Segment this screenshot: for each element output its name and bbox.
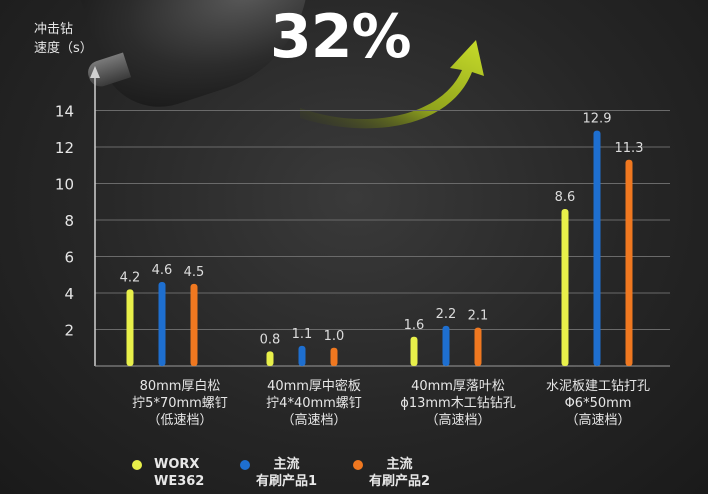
bar xyxy=(190,283,198,366)
headline-percent: 32% xyxy=(270,2,412,72)
legend-label-worx-1: WORX xyxy=(154,457,200,472)
legend-dot-worx xyxy=(132,460,142,470)
y-axis-arrow xyxy=(90,66,100,78)
bar-value-label: 0.8 xyxy=(260,332,281,347)
category-label-4: 水泥板建工钻打孔 Φ6*50mm （高速档） xyxy=(523,378,673,429)
bar-value-label: 1.6 xyxy=(404,318,425,333)
legend-label-worx-2: WE362 xyxy=(154,474,205,489)
bar xyxy=(126,289,134,366)
y-tick-label: 8 xyxy=(64,212,74,230)
y-tick-label: 2 xyxy=(64,322,74,340)
y-axis-label-line-1: 冲击钻 xyxy=(34,22,74,37)
legend-label-product-2-1: 主流 xyxy=(386,457,413,472)
legend-dot-product-2 xyxy=(353,460,363,470)
bar-value-label: 1.0 xyxy=(324,329,345,344)
y-tick-label: 4 xyxy=(64,285,74,303)
legend-label-product-2-2: 有刷产品2 xyxy=(369,474,431,489)
legend-label-product-1-1: 主流 xyxy=(273,457,300,472)
bar-value-label: 4.5 xyxy=(184,265,205,280)
bar xyxy=(330,347,338,366)
category-label-2: 40mm厚中密板 拧4*40mm螺钉 （高速档） xyxy=(239,378,389,429)
category-label-3: 40mm厚落叶松 ɸ13mm木工钻钻孔 （高速档） xyxy=(383,378,533,429)
bar-value-label: 12.9 xyxy=(583,112,612,127)
bar xyxy=(298,345,306,366)
bar xyxy=(474,327,482,366)
axes xyxy=(90,66,670,367)
category-3-line-3: （高速档） xyxy=(425,413,491,428)
bar xyxy=(561,209,569,366)
bar xyxy=(410,336,418,366)
y-axis-label: 冲击钻 速度（s） xyxy=(34,20,93,58)
y-tick-label: 10 xyxy=(55,176,74,194)
bar-value-label: 2.2 xyxy=(436,307,457,322)
bars: 4.2 0.8 1.6 8.6 4.6 1.1 2.2 12.9 4.5 1.0 2.1 11.3 xyxy=(120,112,644,366)
bar-value-label: 11.3 xyxy=(615,141,644,156)
category-4-line-1: 水泥板建工钻打孔 xyxy=(545,379,650,394)
y-tick-label: 14 xyxy=(55,103,74,121)
bar-value-label: 1.1 xyxy=(292,327,313,342)
y-tick-label: 6 xyxy=(64,249,74,267)
legend-item-product-2: 主流 有刷产品2 xyxy=(353,456,430,490)
category-3-line-1: 40mm厚落叶松 xyxy=(411,379,505,394)
bar-value-label: 4.6 xyxy=(152,263,173,278)
bar xyxy=(442,325,450,366)
category-4-line-2: Φ6*50mm xyxy=(564,396,632,411)
legend-dot-product-1 xyxy=(240,460,250,470)
legend-item-worx: WORX WE362 xyxy=(132,456,204,490)
category-4-line-3: （高速档） xyxy=(565,413,631,428)
category-3-line-2: ɸ13mm木工钻钻孔 xyxy=(400,396,516,411)
category-label-1: 80mm厚白松 拧5*70mm螺钉 （低速档） xyxy=(105,378,255,429)
legend-item-product-1: 主流 有刷产品1 xyxy=(240,456,317,490)
bar-value-label: 2.1 xyxy=(468,309,489,324)
bar xyxy=(158,282,166,366)
category-1-line-3: （低速档） xyxy=(147,413,213,428)
y-tick-label: 12 xyxy=(55,139,74,157)
category-1-line-2: 拧5*70mm螺钉 xyxy=(132,396,228,411)
bar-value-label: 4.2 xyxy=(120,270,141,285)
category-2-line-1: 40mm厚中密板 xyxy=(267,379,361,394)
bar xyxy=(625,159,633,366)
bar-value-label: 8.6 xyxy=(555,190,576,205)
grid-lines xyxy=(95,110,670,330)
category-1-line-1: 80mm厚白松 xyxy=(139,379,221,394)
bar xyxy=(266,351,274,366)
y-tick-labels: 2 4 6 8 10 12 14 xyxy=(55,103,74,340)
growth-arrow xyxy=(300,40,484,129)
category-2-line-3: （高速档） xyxy=(281,413,347,428)
y-axis-label-line-2: 速度（s） xyxy=(34,41,93,56)
legend-label-product-1-2: 有刷产品1 xyxy=(256,474,318,489)
category-2-line-2: 拧4*40mm螺钉 xyxy=(266,396,362,411)
bar xyxy=(593,130,601,366)
